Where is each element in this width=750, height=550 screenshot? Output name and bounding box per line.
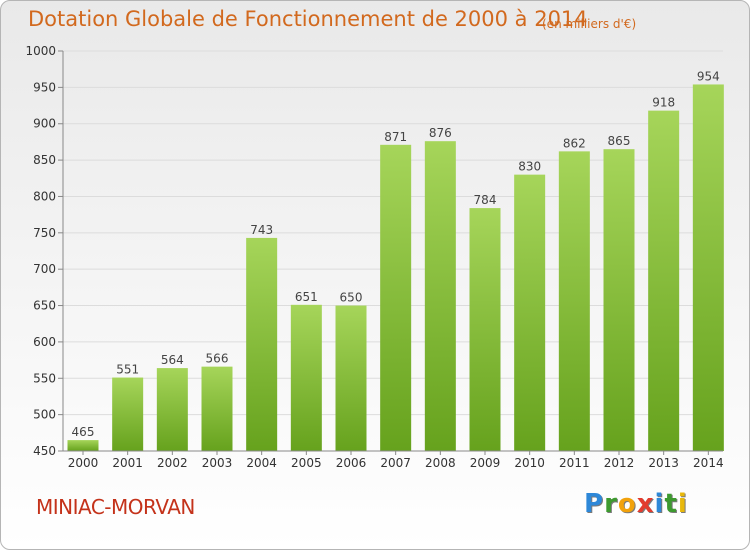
bar-2006 [335,305,367,451]
chart-subtitle: (en milliers d'€) [542,17,637,31]
bar-2013 [648,110,680,452]
logo-letter: i [654,489,665,519]
x-tick-label-2013: 2013 [648,456,679,470]
data-label-2005: 651 [295,290,318,304]
y-tick-label: 650 [33,299,56,313]
x-tick-label-2009: 2009 [470,456,501,470]
bar-2004 [246,237,278,451]
bar-2007 [380,144,412,451]
bar-2012 [603,149,635,451]
logo-letter: r [604,489,618,519]
data-label-2007: 871 [384,130,407,144]
y-tick-label: 950 [33,80,56,94]
y-tick-label: 500 [33,408,56,422]
proxiti-logo[interactable]: Proxiti [584,489,688,519]
x-tick-label-2007: 2007 [380,456,411,470]
bar-2001 [112,377,144,451]
data-label-2013: 918 [652,96,675,110]
y-tick-label: 600 [33,335,56,349]
x-tick-label-2012: 2012 [604,456,635,470]
x-tick-label-2003: 2003 [202,456,233,470]
y-tick-label: 1000 [25,44,56,58]
logo-letter: x [636,489,655,519]
logo-letter: P [584,489,605,519]
data-label-2004: 743 [250,223,273,237]
data-label-2012: 865 [608,134,631,148]
x-tick-label-2006: 2006 [336,456,367,470]
bar-2002 [156,368,188,451]
bar-2014 [692,84,724,452]
y-tick-label: 550 [33,371,56,385]
y-tick-label: 850 [33,153,56,167]
data-label-2006: 650 [340,291,363,305]
data-label-2011: 862 [563,136,586,150]
y-tick-label: 750 [33,226,56,240]
data-label-2010: 830 [518,160,541,174]
commune-name: MINIAC-MORVAN [36,495,195,519]
data-label-2014: 954 [697,69,720,83]
logo-letter: i [677,489,688,519]
bar-2003 [201,366,233,451]
chart-title: Dotation Globale de Fonctionnement de 20… [28,7,588,31]
data-label-2001: 551 [116,363,139,377]
y-tick-label: 800 [33,189,56,203]
bar-2011 [558,151,590,451]
data-label-2002: 564 [161,353,184,367]
logo-letter: t [664,489,678,519]
x-tick-label-2002: 2002 [157,456,188,470]
bar-2005 [290,304,322,451]
data-label-2009: 784 [474,193,497,207]
y-tick-label: 450 [33,444,56,458]
axes-group: 450 500 550 600 650 700 750 800 850 900 950 1000 200… [25,44,723,470]
x-tick-label-2011: 2011 [559,456,590,470]
bar-2009 [469,208,501,451]
logo-letter: o [617,489,637,519]
x-tick-label-2005: 2005 [291,456,322,470]
x-tick-label-2000: 2000 [68,456,99,470]
bar-2008 [424,141,456,451]
x-tick-label-2010: 2010 [514,456,545,470]
bars-group: 465 551 564 566 743 651 650 871 876 784 830 862 865 9… [67,69,724,452]
x-tick-label-2001: 2001 [112,456,143,470]
y-tick-label: 700 [33,262,56,276]
data-label-2000: 465 [72,425,95,439]
y-tick-label: 900 [33,117,56,131]
x-tick-label-2014: 2014 [693,456,724,470]
data-label-2003: 566 [206,352,229,366]
data-label-2008: 876 [429,126,452,140]
x-tick-label-2008: 2008 [425,456,456,470]
x-tick-label-2004: 2004 [246,456,277,470]
bar-2010 [514,174,546,452]
bar-2000 [67,440,99,451]
